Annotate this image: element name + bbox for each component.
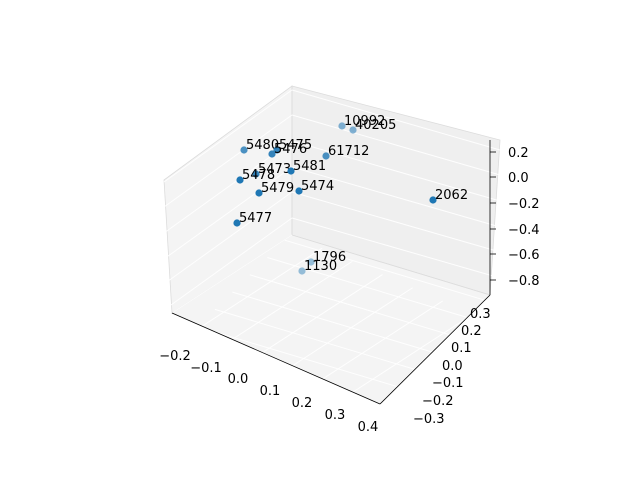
y-tick-label: 0.1 [451,341,472,356]
data-point [287,167,295,175]
z-gridline [163,217,293,311]
data-point [349,126,357,134]
z-gridline [291,166,501,228]
x-gridline [292,287,413,367]
x-gridline [322,300,443,380]
x-axis-line [171,312,381,405]
axes [171,140,491,405]
z-tick-label: 0.0 [508,171,529,186]
x-tick-label: 0.2 [292,396,313,411]
data-point [307,258,315,266]
data-point [298,267,306,275]
point-label: 5476 [274,142,307,157]
data-point [252,170,260,178]
point-label: 5479 [261,181,294,196]
y-tick-label: −0.1 [432,376,464,391]
z-gridline [163,114,293,208]
z-gridline [291,114,501,176]
y-gridline [214,308,416,370]
x-tick-label: −0.2 [159,349,191,364]
z-gridline [291,191,501,253]
point-label: 10992 [344,114,385,129]
point-label: 2062 [435,188,468,203]
point-label: 40205 [355,118,396,133]
z-tick-label: 0.2 [508,146,529,161]
tick-labels: −0.2−0.10.00.10.20.30.4−0.3−0.2−0.10.00.… [159,146,539,435]
y-gridline [197,326,398,388]
point-label: 5481 [293,159,326,174]
x-tick-label: 0.0 [228,372,249,387]
x-gridline [201,247,323,327]
data-point [268,150,276,158]
z-gridline [291,140,501,202]
y-tick-label: 0.3 [470,307,491,322]
grid-lines [163,89,501,405]
point-label: 5477 [239,211,272,226]
x-tick-label: 0.4 [358,420,379,435]
point-label: 5475 [279,138,312,153]
z-tick-label: −0.4 [508,223,540,238]
z-gridline [291,89,501,151]
y-tick-label: 0.2 [461,324,482,339]
y-gridline [267,257,468,318]
y-tick-label: −0.2 [422,394,454,409]
data-point [273,146,281,154]
z-tick-label: −0.8 [508,274,540,289]
data-point [255,189,263,197]
point-label: 5480 [246,138,279,153]
z-gridline [291,217,501,279]
z-gridline [163,191,293,285]
y-axis-line [379,294,491,405]
z-tick-label: −0.6 [508,248,540,263]
x-gridline [171,234,293,314]
point-label: 5478 [242,168,275,183]
y-gridline [249,274,450,336]
point-label: 5473 [258,162,291,177]
data-point [233,219,241,227]
y-gridline [179,343,381,405]
point-label: 5474 [301,179,334,194]
y-gridline [284,239,485,301]
point-label: 61712 [328,144,369,159]
point-label: 1130 [304,259,337,274]
x-tick-label: 0.1 [260,384,281,399]
z-gridline [163,166,293,260]
x-tick-label: 0.3 [325,408,346,423]
x-tick-label: −0.1 [190,361,222,376]
data-point [429,196,437,204]
x-gridline [262,274,383,353]
point-label: 1796 [313,250,346,265]
data-point [240,146,248,154]
y-tick-label: −0.3 [413,412,445,427]
z-tick-label: −0.2 [508,197,540,212]
y-gridline [232,291,433,353]
y-tick-label: 0.0 [442,359,463,374]
x-gridline [232,260,353,340]
data-point [322,152,330,160]
data-point [338,122,346,130]
data-point [236,176,244,184]
z-gridline [163,89,293,183]
data-point [295,187,303,195]
